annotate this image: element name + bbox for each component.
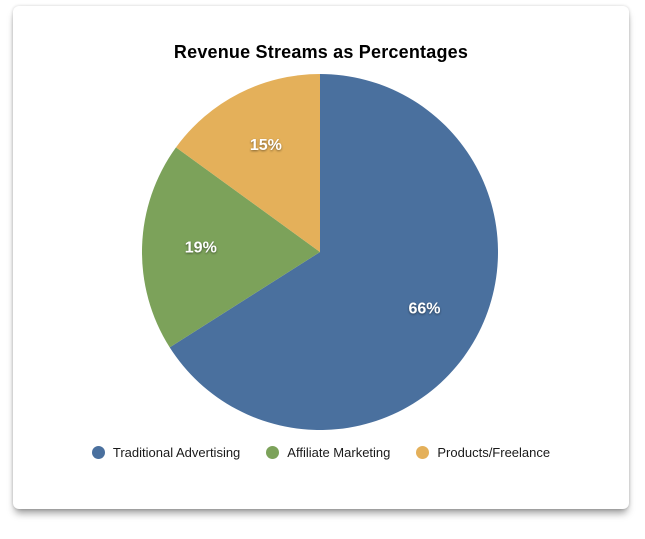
- pie-slice: [169, 74, 498, 431]
- legend-swatch: [416, 446, 430, 459]
- pie-chart: 66% 19% 15%: [141, 74, 498, 431]
- chart-legend: Traditional Advertising Affiliate Marketi…: [13, 445, 629, 460]
- legend-swatch: [91, 446, 105, 459]
- slice-value-label: 15%: [250, 137, 282, 154]
- pie-slice: [175, 74, 320, 252]
- legend-label: Products/Freelance: [437, 445, 551, 460]
- slice-value-label: 66%: [408, 301, 440, 318]
- legend-swatch: [266, 446, 280, 459]
- legend-item: Traditional Advertising: [91, 445, 241, 460]
- legend-label: Traditional Advertising: [112, 445, 241, 460]
- pie-slice: [141, 147, 320, 348]
- legend-item: Products/Freelance: [416, 445, 550, 460]
- legend-item: Affiliate Marketing: [266, 445, 390, 460]
- chart-title: Revenue Streams as Percentages: [173, 42, 469, 62]
- slice-value-label: 19%: [185, 240, 217, 257]
- chart-card: Revenue Streams as Percentages 66% 19% 15%…: [13, 6, 629, 509]
- legend-label: Affiliate Marketing: [287, 445, 391, 460]
